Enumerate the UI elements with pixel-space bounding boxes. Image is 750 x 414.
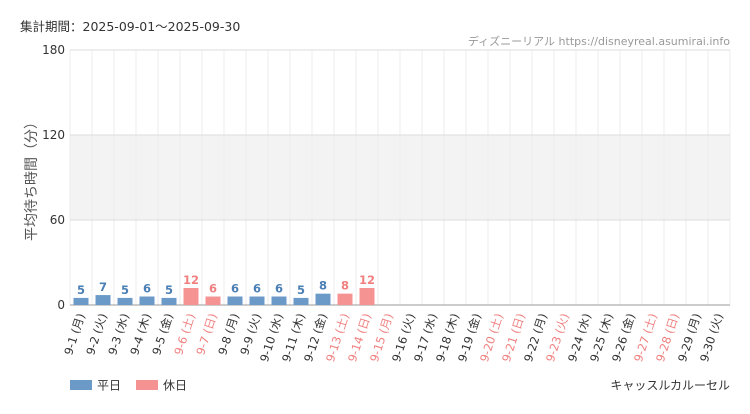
grid-layer — [69, 49, 731, 306]
bar[interactable] — [293, 297, 309, 305]
legend-label-holiday: 休日 — [163, 379, 187, 393]
legend: 平日 休日 — [70, 379, 187, 393]
period-label: 集計期間：2025-09-01～2025-09-30 — [20, 19, 240, 34]
bar-value-label: 5 — [121, 283, 129, 297]
y-axis-label: 平均待ち時間（分） — [24, 115, 40, 241]
source-label[interactable]: ディズニーリアル https://disneyreal.asumirai.inf… — [468, 34, 730, 48]
bar-value-label: 6 — [275, 282, 283, 296]
y-tick-label: 60 — [50, 213, 65, 227]
bar-value-label: 8 — [341, 279, 349, 293]
bar[interactable] — [117, 297, 133, 305]
bar[interactable] — [315, 293, 331, 305]
bar-value-label: 6 — [231, 282, 239, 296]
bar-value-label: 5 — [297, 283, 305, 297]
y-tick-label: 180 — [42, 43, 65, 57]
bar[interactable] — [183, 288, 199, 305]
bar[interactable] — [205, 296, 221, 306]
bar-value-label: 7 — [99, 280, 107, 294]
bar[interactable] — [161, 297, 177, 305]
legend-swatch-holiday — [136, 380, 158, 390]
bar-value-label: 6 — [253, 282, 261, 296]
x-tick-layer: 9-1 (月)9-2 (火)9-3 (水)9-4 (木)9-5 (金)9-6 (… — [61, 312, 726, 364]
bar-value-label: 12 — [359, 273, 375, 287]
bar-value-label: 8 — [319, 279, 327, 293]
bar[interactable] — [271, 296, 287, 306]
bar[interactable] — [227, 296, 243, 306]
legend-label-weekday: 平日 — [97, 379, 121, 393]
attraction-name: キャッスルカルーセル — [610, 379, 730, 393]
bar-value-label: 5 — [165, 283, 173, 297]
bar[interactable] — [73, 297, 89, 305]
bar-value-label: 6 — [209, 282, 217, 296]
bar-layer — [73, 288, 375, 306]
y-tick-label: 120 — [42, 128, 65, 142]
bar-value-label: 5 — [77, 283, 85, 297]
bar[interactable] — [249, 296, 265, 306]
bar-value-label: 6 — [143, 282, 151, 296]
bar[interactable] — [139, 296, 155, 306]
bar[interactable] — [95, 295, 111, 305]
bar[interactable] — [359, 288, 375, 305]
bar-value-label: 12 — [183, 273, 199, 287]
legend-swatch-weekday — [70, 380, 92, 390]
y-tick-label: 0 — [57, 298, 65, 312]
y-tick-layer: 0 60 120 180 — [42, 43, 65, 312]
bar[interactable] — [337, 293, 353, 305]
